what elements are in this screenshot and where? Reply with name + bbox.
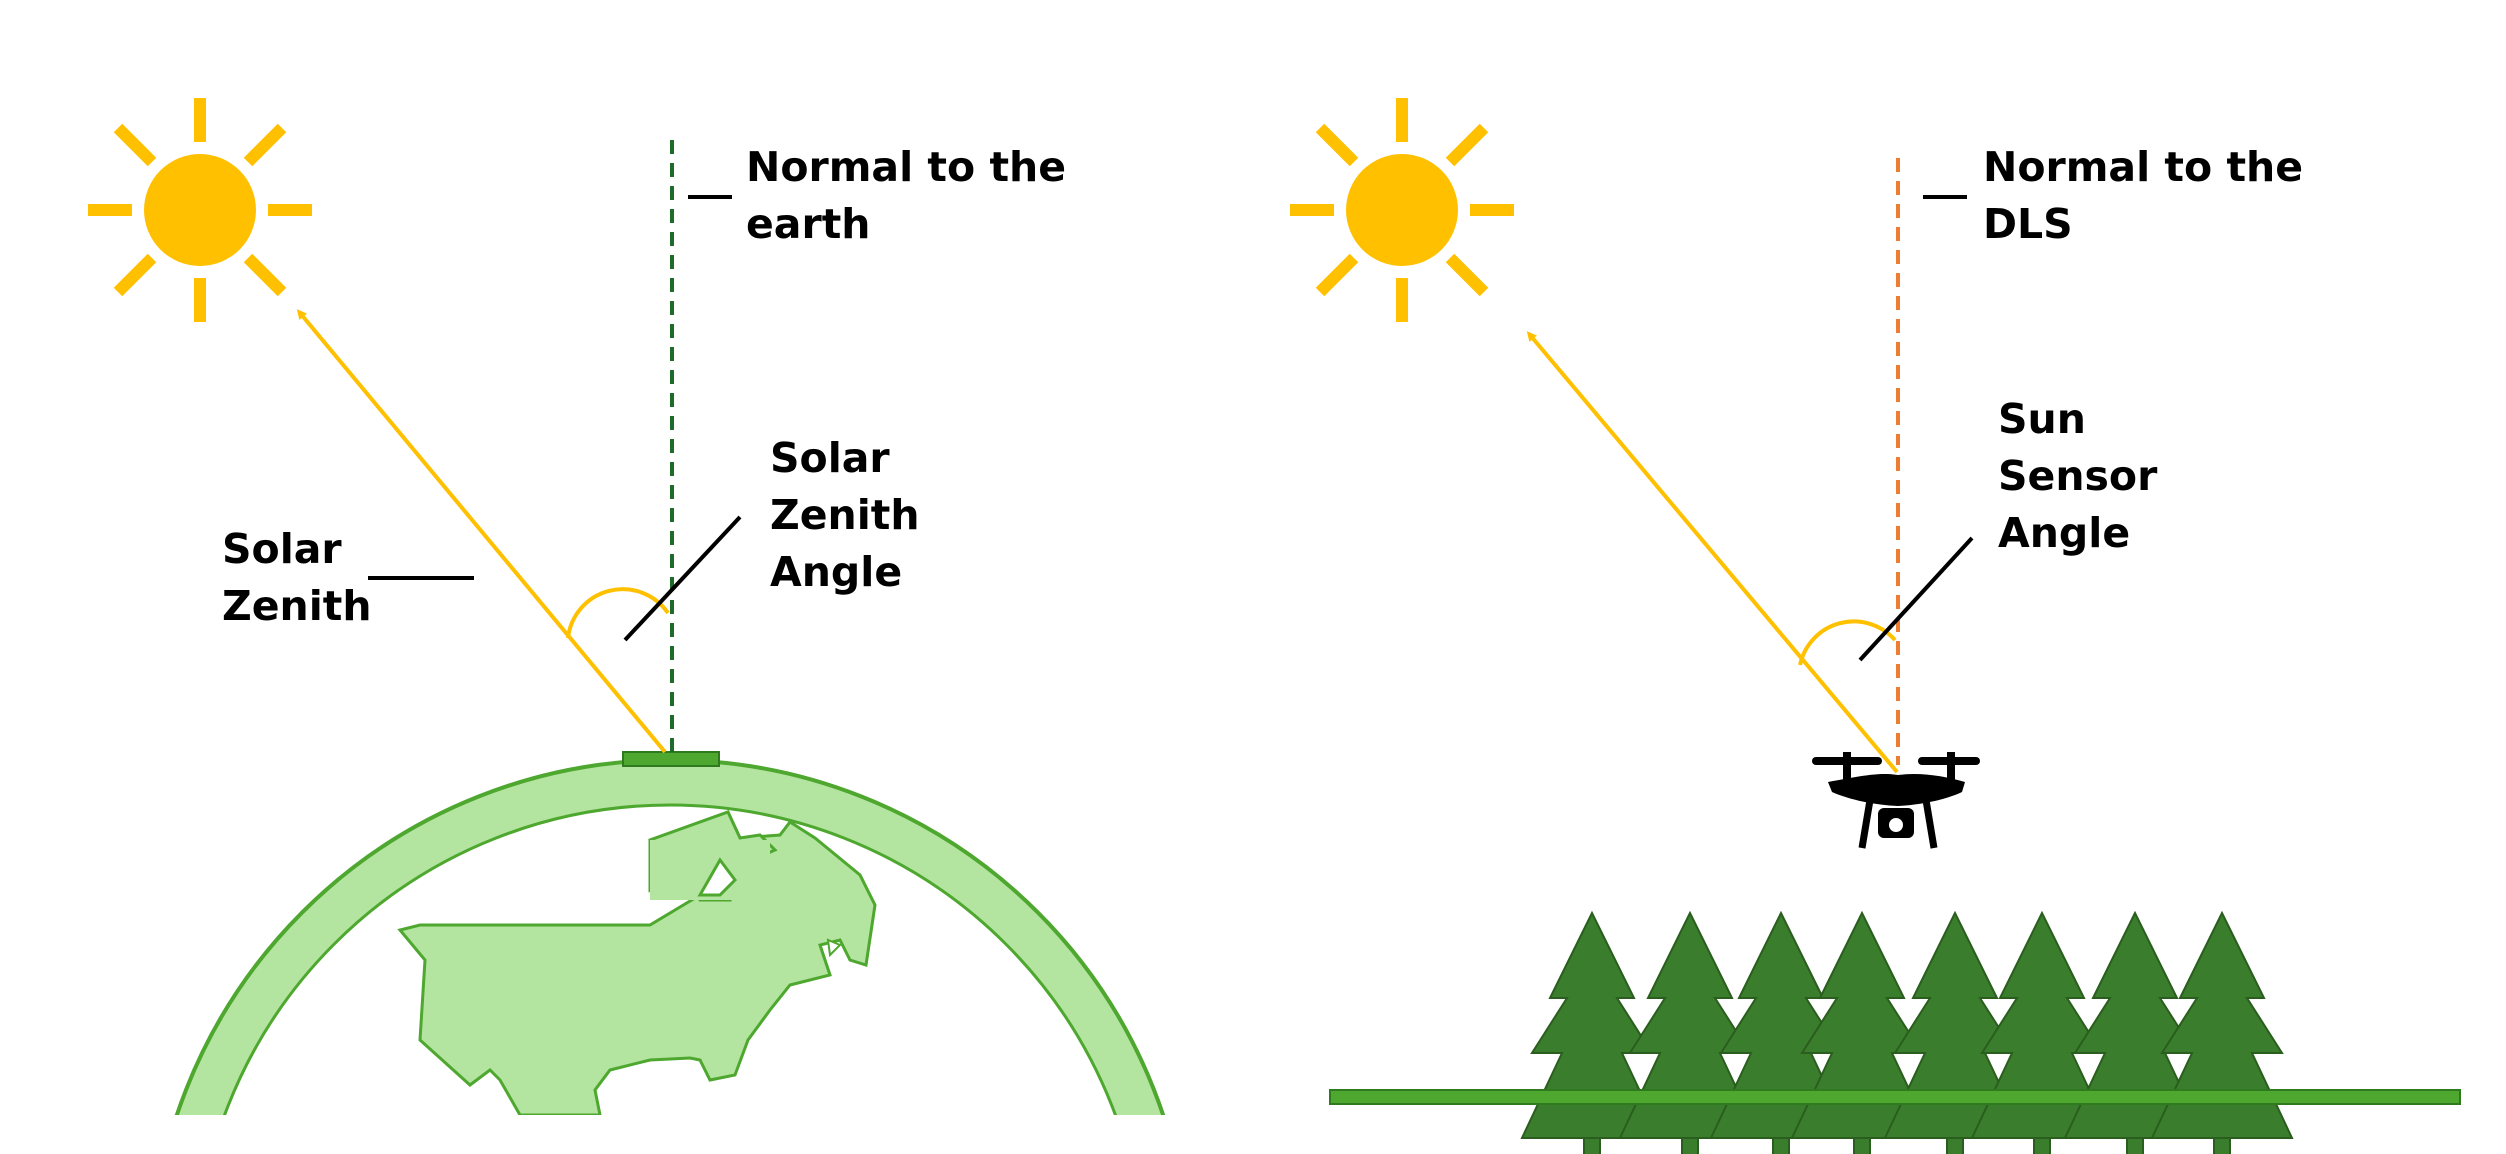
solar-zenith-angle-label: Solar Zenith Angle <box>770 434 934 596</box>
surface-patch <box>622 751 720 767</box>
sun-icon <box>1290 98 1514 322</box>
sun-direction-arrow <box>1526 331 1899 774</box>
earth-icon <box>174 758 1166 1115</box>
drone-icon <box>1812 752 1980 849</box>
sun-sensor-angle-label: Sun Sensor Angle <box>1998 395 2172 557</box>
ground-line <box>1329 1089 2461 1105</box>
forest <box>1521 912 2293 1154</box>
angle-leader-line <box>623 515 742 642</box>
normal-label: Normal to the DLS <box>1983 143 2317 248</box>
zenith-angle-arc <box>566 587 670 639</box>
solar-zenith-label: Solar Zenith <box>222 525 372 630</box>
sun-icon <box>88 98 312 322</box>
right-panel: Normal to the DLS Sun Sensor Angle <box>1290 98 2461 1154</box>
sun-direction-arrow <box>296 309 667 754</box>
angle-leader-line <box>1858 536 1974 662</box>
left-panel: Normal to the earth Solar Zenith Angle S… <box>88 98 1166 1115</box>
normal-label: Normal to the earth <box>746 143 1080 248</box>
sun-sensor-angle-arc <box>1798 619 1897 666</box>
